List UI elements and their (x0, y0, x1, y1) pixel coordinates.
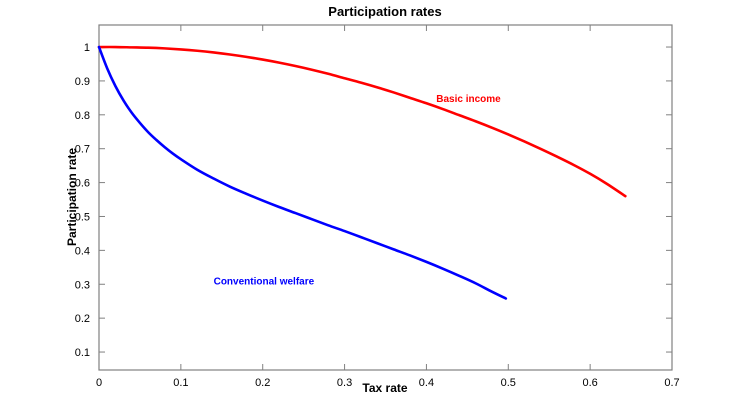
x-tick-label: 0.3 (337, 377, 352, 389)
series-label-basic-income: Basic income (436, 94, 501, 105)
x-tick-label: 0.7 (664, 377, 679, 389)
series-line-basic-income (97, 45, 627, 198)
y-tick-label: 0.6 (75, 178, 90, 190)
series-label-conventional-welfare: Conventional welfare (214, 276, 315, 287)
y-tick-label: 0.7 (75, 144, 90, 156)
x-tick-label: 0.5 (501, 377, 516, 389)
y-tick-label: 0.5 (75, 211, 90, 223)
y-tick-label: 0.4 (75, 245, 90, 257)
x-tick-label: 0.1 (173, 377, 188, 389)
y-tick-label: 0.3 (75, 279, 90, 291)
x-tick-label: 0 (96, 377, 102, 389)
series-annotation-group: Basic income Conventional welfare (214, 94, 502, 287)
series-line-conventional-welfare (97, 45, 508, 300)
y-axis-label: Participation rate (65, 148, 79, 246)
plot-frame (98, 24, 673, 371)
y-tick-label: 1 (84, 42, 90, 54)
x-tick-label: 0.6 (582, 377, 597, 389)
x-axis-label: Tax rate (362, 381, 407, 395)
y-tick-label: 0.8 (75, 110, 90, 122)
y-tick-label: 0.1 (75, 347, 90, 359)
x-tick-label: 0.4 (419, 377, 434, 389)
y-tick-label: 0.9 (75, 76, 90, 88)
series-group (97, 45, 627, 300)
chart-title: Participation rates (328, 4, 441, 19)
y-tick-label: 0.2 (75, 313, 90, 325)
x-tick-label: 0.2 (255, 377, 270, 389)
y-axis-tick-group: 0.1 0.2 0.3 0.4 0.5 0.6 0.7 0.8 0.9 1 (75, 42, 672, 359)
